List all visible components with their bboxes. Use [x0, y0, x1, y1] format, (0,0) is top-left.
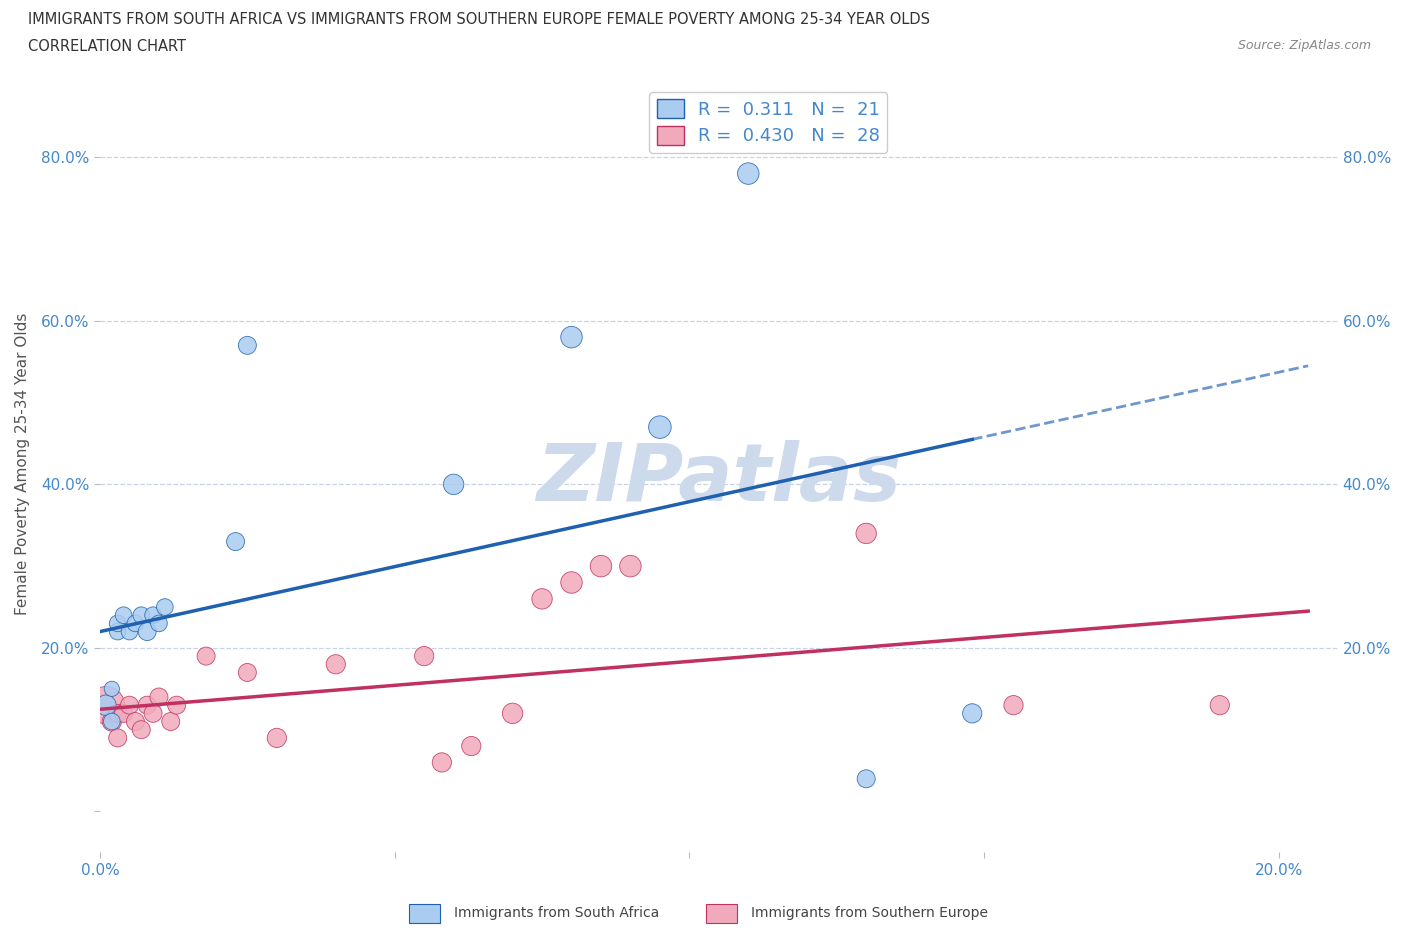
Point [101, 682, 124, 697]
Text: CORRELATION CHART: CORRELATION CHART [28, 39, 186, 54]
Point [112, 608, 135, 623]
Point [430, 755, 453, 770]
Point [648, 419, 671, 434]
Point [502, 706, 524, 721]
Point [855, 771, 877, 786]
Point [107, 616, 129, 631]
Point [195, 648, 218, 663]
Point [94, 698, 117, 712]
Point [960, 706, 983, 721]
Point [460, 738, 482, 753]
Point [589, 559, 612, 574]
Point [142, 608, 165, 623]
Point [101, 714, 124, 729]
Point [118, 698, 141, 712]
Point [619, 559, 641, 574]
Point [413, 648, 436, 663]
Point [112, 706, 135, 721]
Point [94, 698, 117, 712]
Point [129, 723, 152, 737]
Point [148, 616, 170, 631]
Point [153, 600, 176, 615]
Point [531, 591, 554, 606]
Point [855, 526, 877, 541]
Point [107, 624, 129, 639]
Point [737, 166, 759, 181]
Point [560, 575, 582, 590]
Point [124, 616, 146, 631]
Point [159, 714, 181, 729]
Point [560, 330, 582, 345]
Point [1002, 698, 1025, 712]
Point [166, 698, 188, 712]
Point [136, 624, 159, 639]
Point [236, 338, 259, 352]
Text: Source: ZipAtlas.com: Source: ZipAtlas.com [1237, 39, 1371, 52]
Point [266, 730, 288, 745]
Point [101, 714, 124, 729]
Text: ZIPatlas: ZIPatlas [536, 441, 901, 518]
Y-axis label: Female Poverty Among 25-34 Year Olds: Female Poverty Among 25-34 Year Olds [15, 312, 30, 615]
Point [107, 730, 129, 745]
Point [148, 689, 170, 704]
Point [107, 706, 129, 721]
Legend: R =  0.311   N =  21, R =  0.430   N =  28: R = 0.311 N = 21, R = 0.430 N = 28 [650, 92, 887, 153]
Point [225, 534, 247, 549]
Text: Immigrants from South Africa: Immigrants from South Africa [454, 906, 659, 921]
Point [236, 665, 259, 680]
Point [325, 657, 347, 671]
Point [118, 624, 141, 639]
Point [136, 698, 159, 712]
Point [129, 608, 152, 623]
Point [1209, 698, 1232, 712]
Text: Immigrants from Southern Europe: Immigrants from Southern Europe [751, 906, 987, 921]
Point [124, 714, 146, 729]
Point [142, 706, 165, 721]
Point [443, 477, 465, 492]
Text: IMMIGRANTS FROM SOUTH AFRICA VS IMMIGRANTS FROM SOUTHERN EUROPE FEMALE POVERTY A: IMMIGRANTS FROM SOUTH AFRICA VS IMMIGRAN… [28, 12, 931, 27]
